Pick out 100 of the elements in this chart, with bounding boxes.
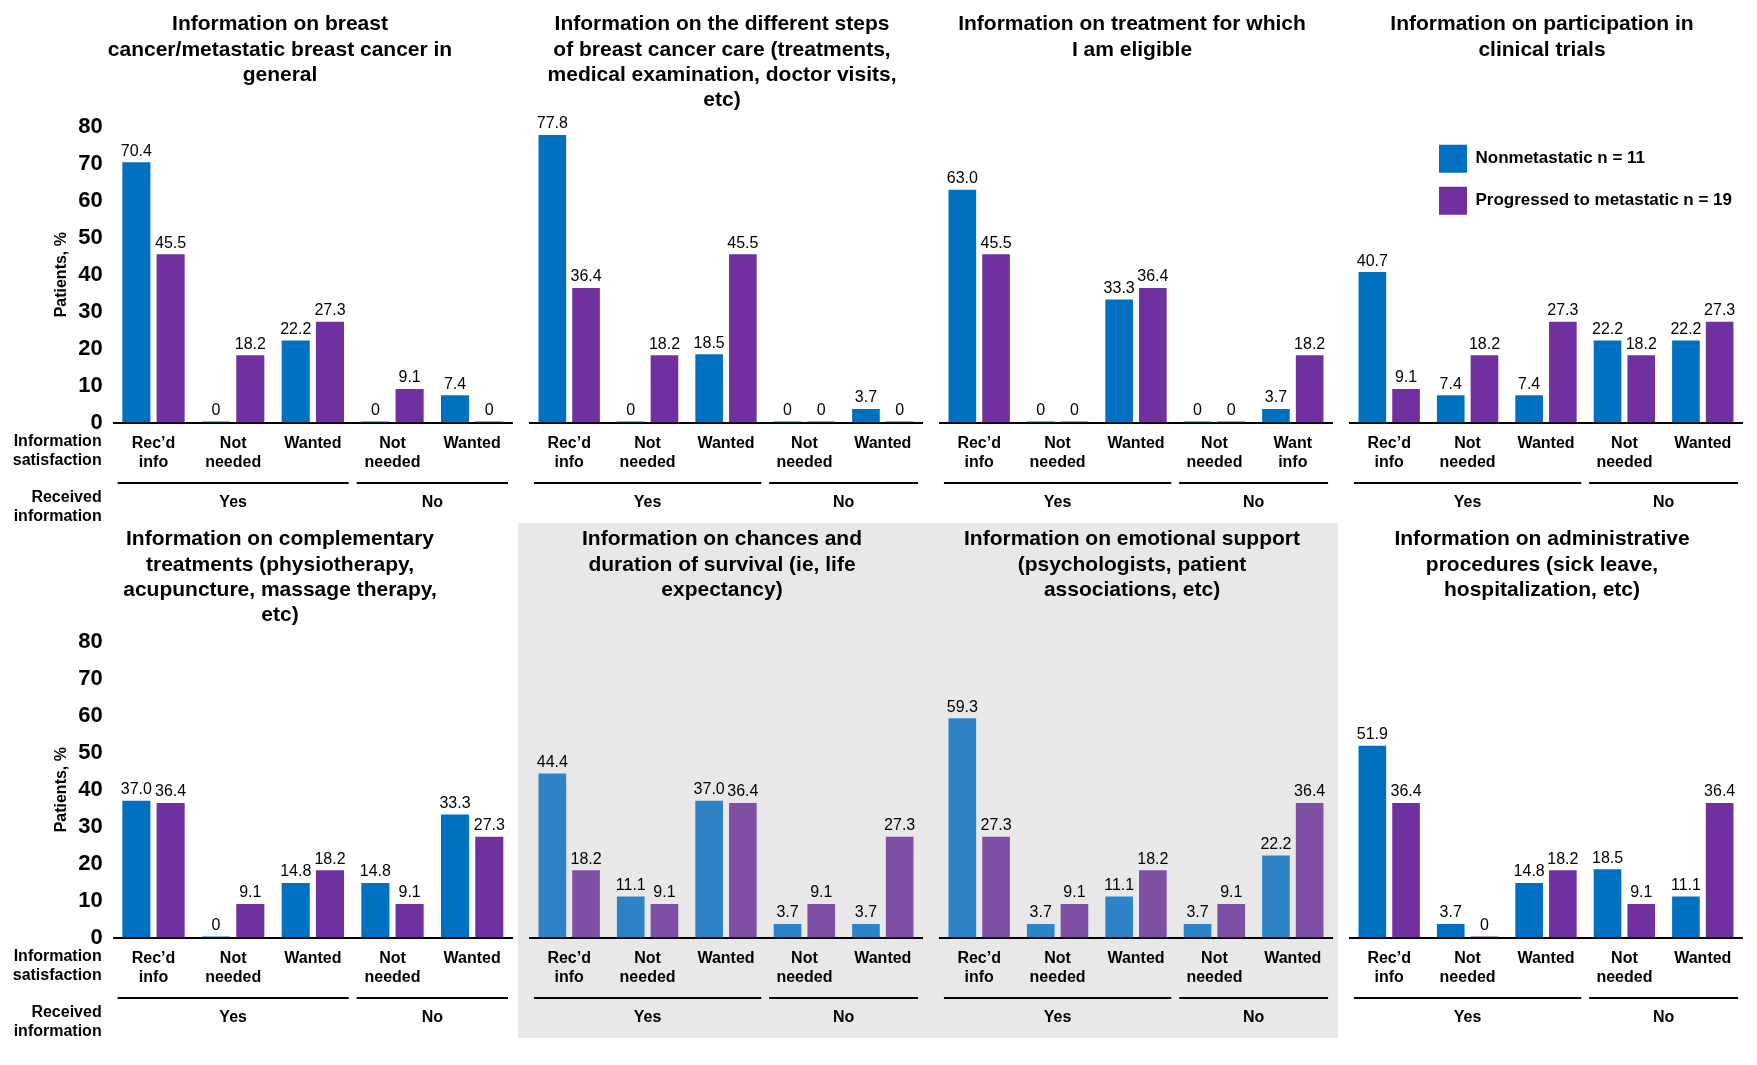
data-label: 3.7 (854, 903, 878, 921)
y-tick-label: 40 (78, 260, 103, 286)
bar (1295, 803, 1324, 938)
x-tick-label: Rec’d info (547, 433, 591, 470)
bar (695, 354, 723, 423)
data-label: 22.2 (1591, 319, 1624, 337)
x-tick-label: Not needed (1029, 948, 1086, 985)
data-label: 14.8 (280, 862, 312, 880)
data-label: 3.7 (854, 388, 878, 406)
bar (1358, 272, 1387, 423)
data-label: 40.7 (1356, 251, 1389, 269)
text: No (421, 493, 444, 511)
bar (315, 870, 345, 938)
data-label: 27.3 (1547, 301, 1579, 319)
data-label: 36.4 (1704, 782, 1736, 800)
data-label: 18.5 (693, 333, 725, 351)
x-tick-label: Not needed (619, 948, 676, 985)
chart-title: Information on chances and duration of survival (ie, life expectancy) (581, 526, 863, 600)
x-tick-label: Not needed (619, 433, 676, 470)
chart-title: Information on emotional support (psychologists, patient associations, etc) (964, 526, 1300, 600)
x-tick-label: Not needed (1439, 433, 1496, 470)
x-tick-label: Not needed (1596, 948, 1653, 985)
data-label: 0 (816, 401, 826, 419)
y-tick-label: 50 (78, 223, 103, 249)
data-label: 36.4 (1294, 782, 1326, 800)
data-label: 27.3 (1704, 301, 1736, 319)
data-label: 45.5 (727, 233, 759, 251)
text: No (1652, 493, 1675, 511)
text: Yes (1043, 1008, 1072, 1026)
data-label: 36.4 (570, 267, 602, 285)
y-axis-title: Patients, % (52, 232, 70, 318)
x-tick-label: Not needed (364, 948, 421, 985)
bar (729, 803, 757, 938)
data-label: 7.4 (443, 374, 467, 392)
data-label: 0 (1480, 916, 1489, 934)
data-label: 7.4 (1439, 374, 1462, 392)
data-label: 9.1 (398, 368, 421, 386)
text: Yes (633, 493, 662, 511)
bar (1549, 870, 1577, 938)
x-tick-label: Wanted (1674, 948, 1732, 966)
y-tick-label: 60 (78, 186, 103, 212)
data-label: 0 (1070, 401, 1079, 419)
x-tick-label: Rec’d info (1367, 948, 1411, 985)
bar (572, 288, 600, 423)
data-label: 3.7 (776, 903, 799, 921)
data-label: 36.4 (155, 782, 187, 800)
text: No (1652, 1008, 1675, 1026)
bar (807, 903, 836, 938)
y-tick-label: 70 (78, 149, 103, 175)
bar (1627, 903, 1656, 938)
data-label: 9.1 (1063, 883, 1086, 901)
data-label: 9.1 (1394, 368, 1418, 386)
y-tick-label: 50 (78, 738, 103, 764)
bar (982, 836, 1010, 938)
x-tick-label: Rec’d info (957, 433, 1001, 470)
data-label: 45.5 (980, 233, 1012, 251)
data-label: 9.1 (398, 883, 421, 901)
x-tick-label: Rec’d info (1367, 433, 1411, 470)
bar (1217, 903, 1246, 938)
bar (1593, 869, 1622, 938)
bar (1358, 745, 1387, 938)
bar (650, 355, 679, 423)
bar (1672, 896, 1700, 938)
bar (1515, 395, 1543, 423)
data-label: 0 (211, 401, 221, 419)
data-label: 51.9 (1356, 725, 1389, 743)
x-tick-label: Wanted (697, 948, 755, 966)
data-label: 37.0 (120, 780, 153, 798)
data-label: 45.5 (155, 233, 187, 251)
data-label: 36.4 (1390, 782, 1422, 800)
text: Yes (1453, 1008, 1482, 1026)
text: Yes (1043, 493, 1072, 511)
x-tick-label: Wanted (854, 433, 912, 451)
bar (538, 134, 567, 423)
data-label: 70.4 (120, 141, 153, 159)
x-tick-label: Wanted (854, 948, 912, 966)
x-tick-label: Not needed (1186, 433, 1243, 470)
text: No (421, 1008, 444, 1026)
bar (1705, 803, 1734, 938)
bar (885, 836, 914, 938)
y-tick-label: 0 (90, 923, 103, 949)
bar (156, 803, 185, 938)
y-tick-label: 10 (78, 886, 103, 912)
x-tick-label: Wanted (443, 948, 501, 966)
data-label: 18.2 (1547, 849, 1579, 867)
bar (1295, 355, 1324, 423)
bar (695, 800, 723, 938)
data-label: 18.2 (1294, 334, 1326, 352)
y-tick-label: 40 (78, 775, 103, 801)
bar (572, 870, 600, 938)
data-label: 22.2 (1670, 319, 1702, 337)
data-label: 11.1 (1670, 875, 1702, 893)
bar (395, 903, 424, 938)
data-label: 0 (211, 916, 221, 934)
data-label: 0 (370, 401, 380, 419)
text: No (1242, 493, 1265, 511)
bar (729, 254, 757, 423)
data-label: 14.8 (1513, 862, 1545, 880)
text: Received information (13, 1002, 102, 1039)
bar (281, 340, 310, 423)
